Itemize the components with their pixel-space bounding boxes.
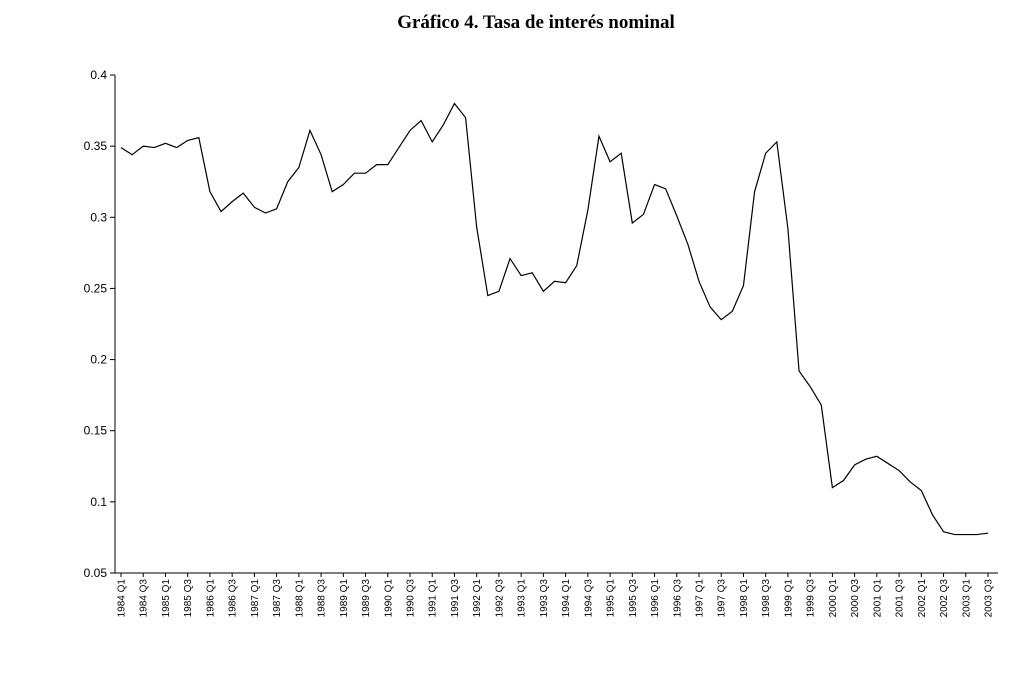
y-tick-label: 0.2	[90, 353, 107, 367]
x-tick-label: 1985 Q1	[161, 579, 172, 618]
x-tick-label: 1998 Q1	[739, 579, 750, 618]
x-tick-label: 1989 Q3	[361, 579, 372, 618]
x-tick-label: 1989 Q1	[339, 579, 350, 618]
x-tick-label: 1999 Q3	[806, 579, 817, 618]
x-tick-label: 1992 Q1	[472, 579, 483, 618]
x-tick-label: 1996 Q1	[650, 579, 661, 618]
x-tick-label: 1988 Q1	[294, 579, 305, 618]
x-tick-label: 1994 Q1	[561, 579, 572, 618]
y-tick-label: 0.3	[90, 210, 107, 224]
x-tick-label: 2002 Q1	[917, 579, 928, 618]
x-tick-label: 1999 Q1	[783, 579, 794, 618]
x-tick-label: 2002 Q3	[939, 579, 950, 618]
x-tick-label: 2001 Q1	[872, 579, 883, 618]
x-tick-label: 1988 Q3	[317, 579, 328, 618]
x-tick-label: 1998 Q3	[761, 579, 772, 618]
x-tick-label: 1997 Q3	[717, 579, 728, 618]
x-tick-label: 1992 Q3	[494, 579, 505, 618]
y-tick-label: 0.25	[84, 281, 108, 295]
x-tick-label: 2000 Q1	[828, 579, 839, 618]
x-tick-label: 1995 Q1	[606, 579, 617, 618]
x-tick-label: 1986 Q3	[228, 579, 239, 618]
x-tick-label: 1994 Q3	[583, 579, 594, 618]
x-tick-label: 1986 Q1	[205, 579, 216, 618]
y-tick-label: 0.4	[90, 68, 107, 82]
x-tick-label: 1995 Q3	[628, 579, 639, 618]
x-tick-label: 1984 Q1	[117, 579, 128, 618]
x-tick-label: 1993 Q3	[539, 579, 550, 618]
y-tick-label: 0.05	[84, 566, 108, 580]
x-tick-label: 1997 Q1	[695, 579, 706, 618]
x-tick-label: 2003 Q1	[961, 579, 972, 618]
x-tick-label: 1991 Q3	[450, 579, 461, 618]
x-tick-label: 1987 Q3	[272, 579, 283, 618]
x-tick-label: 1990 Q3	[406, 579, 417, 618]
x-tick-label: 2000 Q3	[850, 579, 861, 618]
x-tick-label: 1990 Q1	[383, 579, 394, 618]
x-tick-label: 2003 Q3	[984, 579, 995, 618]
x-tick-label: 1984 Q3	[139, 579, 150, 618]
y-tick-label: 0.15	[84, 424, 108, 438]
y-tick-label: 0.1	[90, 495, 107, 509]
x-tick-label: 1987 Q1	[250, 579, 261, 618]
x-tick-label: 1993 Q1	[517, 579, 528, 618]
line-series	[120, 102, 989, 536]
x-tick-label: 1996 Q3	[672, 579, 683, 618]
y-tick-label: 0.35	[84, 139, 108, 153]
x-tick-label: 1985 Q3	[183, 579, 194, 618]
x-tick-label: 1991 Q1	[428, 579, 439, 618]
x-tick-label: 2001 Q3	[895, 579, 906, 618]
chart-title: Gráfico 4. Tasa de interés nominal	[397, 12, 675, 33]
